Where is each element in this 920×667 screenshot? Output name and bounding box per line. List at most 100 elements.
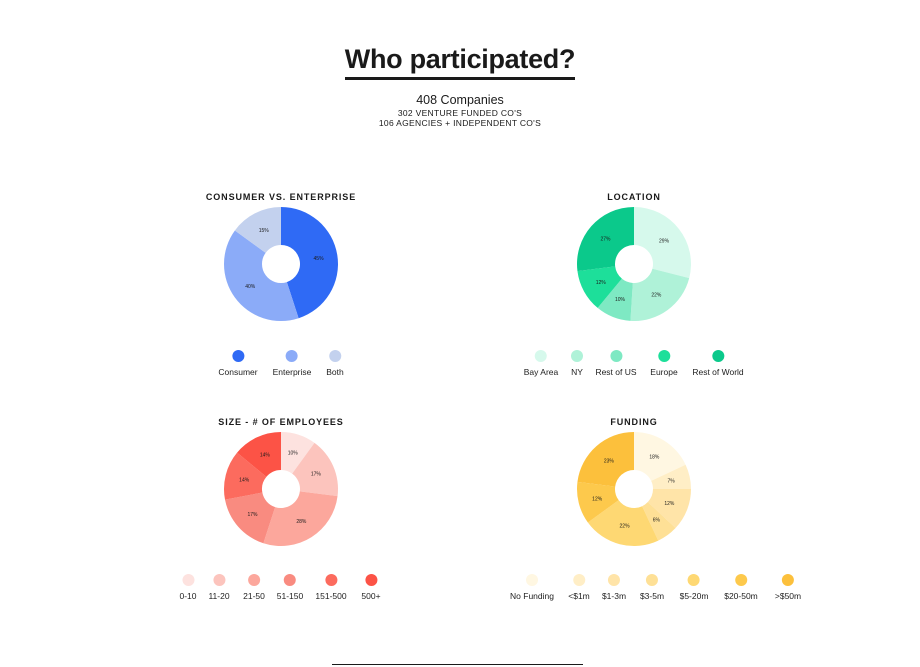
legend-label: >$50m (774, 591, 802, 601)
slice-label-151-500: 14% (239, 477, 250, 483)
donut-chart: 45% 40% 15% (224, 207, 338, 321)
legend-item-rest-of-world: Rest of World (692, 350, 744, 377)
chart-title: FUNDING (610, 417, 658, 427)
legend-swatch (284, 574, 296, 586)
legend-item-0-10: 0-10 (179, 574, 197, 601)
legend-label: Rest of US (595, 367, 637, 377)
donut-chart: 29% 22% 10% 12% 27% (577, 207, 691, 321)
legend-label: <$1m (568, 591, 590, 601)
legend-item-3-5m: $3-5m (640, 574, 664, 601)
slice-rest-of-us (597, 278, 633, 321)
slice-no-funding (634, 432, 686, 481)
slice-label-bay-area: 29% (659, 239, 670, 245)
legend-item-enterprise: Enterprise (272, 350, 312, 377)
legend-label: $1-3m (601, 591, 627, 601)
legend-label: Consumer (218, 367, 258, 377)
legend-swatch (365, 574, 377, 586)
slice-11-20 (292, 442, 338, 497)
slice-enterprise (224, 230, 299, 321)
legend-item-21-50: 21-50 (243, 574, 265, 601)
slice-label-11-20: 17% (311, 472, 322, 478)
slice-label-ny: 22% (651, 293, 662, 299)
legend-item-20-50m: $20-50m (724, 574, 758, 601)
legend-label: 21-50 (243, 591, 265, 601)
legend-swatch (286, 350, 298, 362)
slice-151-500 (224, 452, 267, 500)
legend-item-50m: >$50m (775, 574, 801, 601)
chart-title: LOCATION (607, 192, 661, 202)
slice-label-consumer: 45% (314, 256, 325, 262)
legend-item-consumer: Consumer (218, 350, 258, 377)
donut-chart: 10% 17% 28% 17% 14% 14% (224, 432, 338, 546)
slice-label-enterprise: 40% (245, 284, 256, 290)
legend-item-500: 500+ (361, 574, 381, 601)
legend-swatch (657, 350, 670, 362)
legend-swatch (181, 574, 194, 586)
legend-item-51-150: 51-150 (277, 574, 303, 601)
legend-swatch (324, 574, 337, 586)
legend-swatch (212, 574, 225, 586)
slice-21-50 (263, 491, 338, 546)
chart-title: SIZE - # OF EMPLOYEES (218, 417, 344, 427)
slice-1-3m (647, 489, 691, 529)
slice-label-5-20m: 22% (620, 524, 631, 530)
legend-swatch (609, 350, 622, 362)
slice-label-rest-of-us: 10% (615, 297, 626, 303)
slice-5-20m (587, 500, 659, 546)
companies-count: 408 Companies (416, 93, 504, 107)
legend-item-151-500: 151-500 (315, 574, 347, 601)
legend-item-bay-area: Bay Area (523, 350, 559, 377)
slice-label-21-50: 28% (296, 519, 307, 525)
slice-ny (630, 268, 690, 321)
legend-swatch (571, 350, 583, 362)
agencies-count: 106 AGENCIES + INDEPENDENT CO'S (378, 118, 542, 128)
legend-swatch (232, 350, 244, 362)
legend-label: 500+ (361, 591, 381, 601)
legend-label: NY (571, 367, 583, 377)
slice-label-51-150: 17% (247, 512, 258, 518)
slice-label-50m: 23% (604, 458, 615, 464)
legend-label: Bay Area (523, 367, 559, 377)
slice-0-10 (281, 432, 315, 474)
legend-swatch (781, 574, 794, 586)
legend-swatch (535, 350, 547, 362)
slice-500 (237, 432, 281, 477)
slice-label-3-5m: 6% (653, 518, 661, 524)
slice-label-500: 14% (260, 452, 271, 458)
legend-item-europe: Europe (650, 350, 678, 377)
legend-label: $5-20m (679, 591, 709, 601)
slice-label-1-3m: 12% (664, 501, 675, 507)
slice-1m (651, 464, 691, 489)
legend-label: $3-5m (639, 591, 665, 601)
slice-51-150 (225, 492, 276, 544)
page-title-wrap: Who participated? (0, 42, 920, 80)
legend-item-both: Both (326, 350, 344, 377)
legend-swatch (525, 574, 538, 586)
slice-label-0-10: 10% (288, 451, 299, 457)
slice-50m (577, 432, 634, 487)
legend-label: Enterprise (272, 367, 312, 377)
donut-chart: 18% 7% 12% 6% 22% 12% 23% (577, 432, 691, 546)
legend-swatch (248, 574, 260, 586)
chart-title: CONSUMER VS. ENTERPRISE (205, 192, 357, 202)
participation-summary: 408 Companies 302 VENTURE FUNDED CO'S 10… (0, 92, 920, 128)
slice-label-rest-of-world: 27% (600, 237, 611, 243)
slice-consumer (281, 207, 338, 319)
legend-swatch (329, 350, 341, 362)
legend-label: Rest of World (692, 367, 744, 377)
legend-item-rest-of-us: Rest of US (595, 350, 637, 377)
slice-europe (577, 266, 622, 308)
legend-item-5-20m: $5-20m (679, 574, 709, 601)
legend-label: No Funding (510, 591, 554, 601)
legend-item-no-funding: No Funding (510, 574, 554, 601)
legend-swatch (608, 574, 620, 586)
legend-label: Europe (650, 367, 678, 377)
legend-swatch (712, 350, 724, 362)
legend-swatch (573, 574, 585, 586)
slice-rest-of-world (577, 207, 634, 272)
legend-swatch (735, 574, 747, 586)
legend-label: 0-10 (179, 591, 197, 601)
slice-label-20-50m: 12% (592, 496, 603, 502)
legend-label: 11-20 (208, 591, 230, 601)
slice-3-5m (642, 502, 676, 541)
